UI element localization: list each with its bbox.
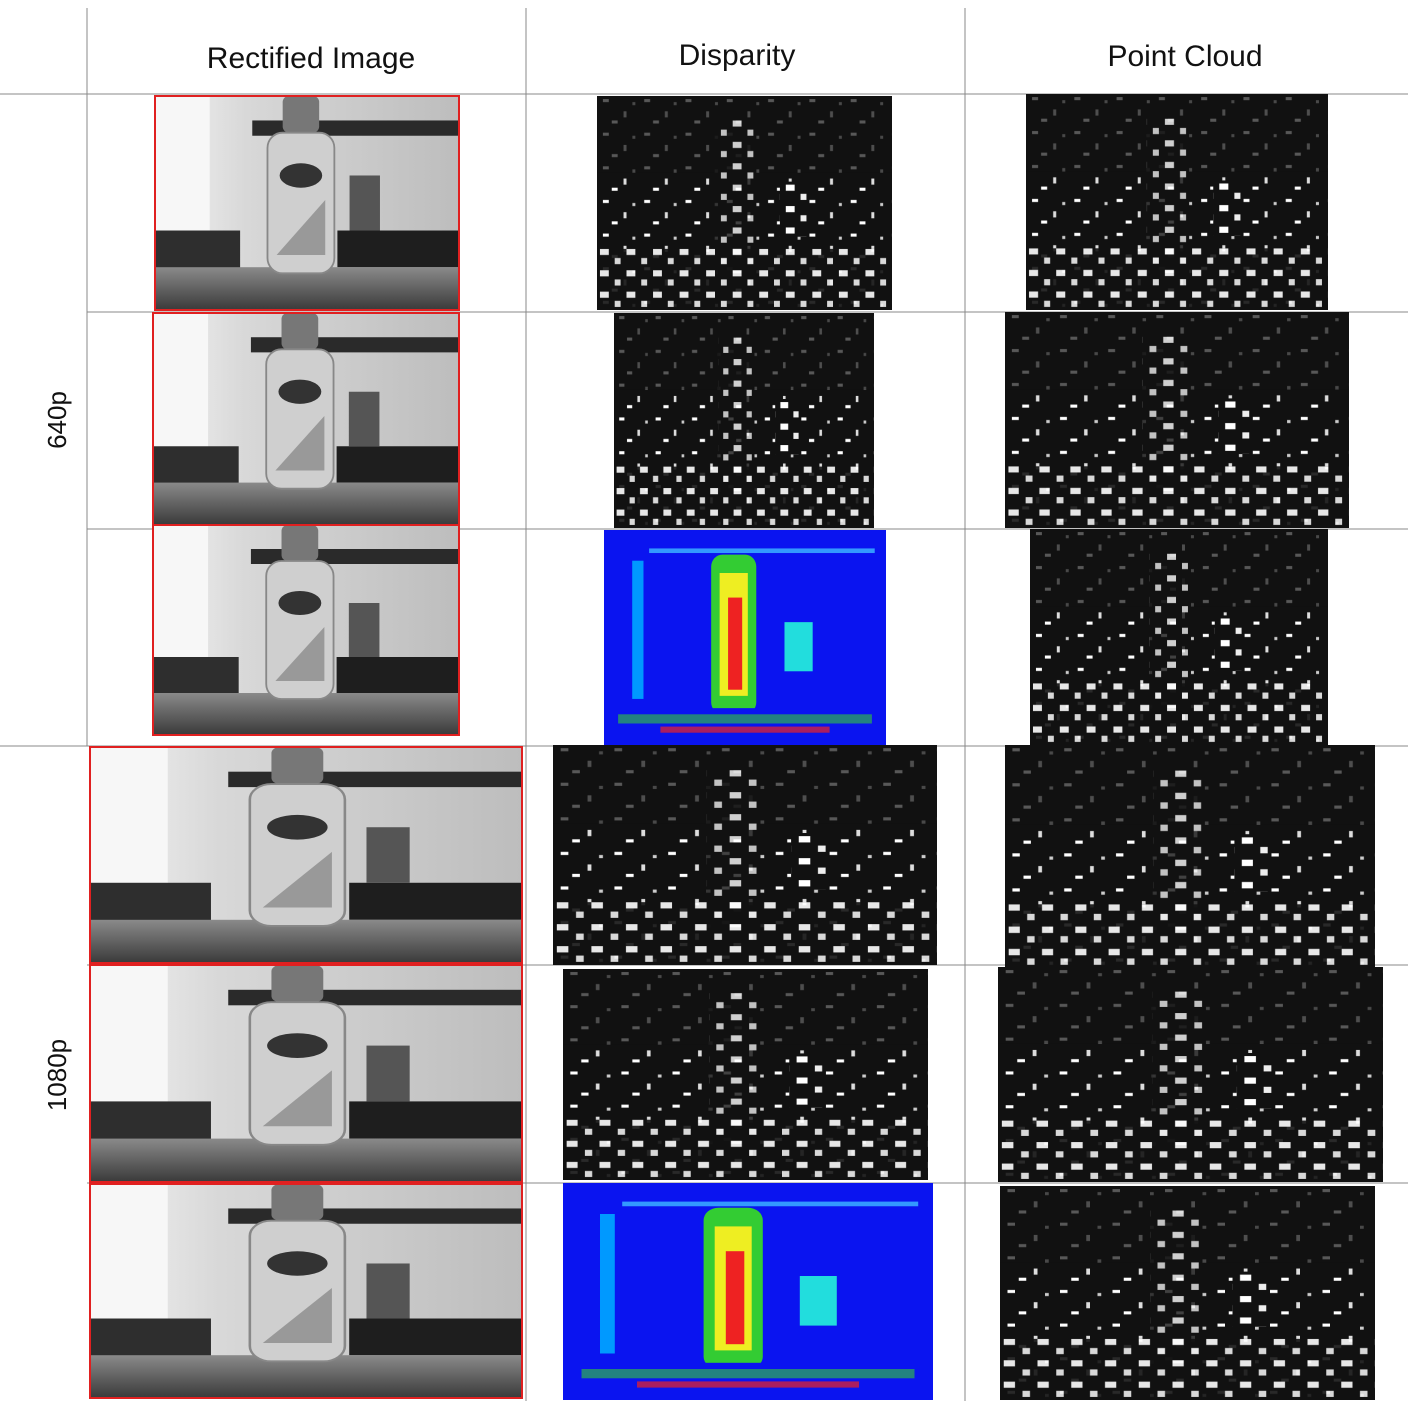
column-header: Point Cloud [1107,40,1262,73]
point-cloud-image [1005,312,1349,528]
image-frame [89,964,523,1183]
point-cloud-image [1005,745,1375,968]
rectified-images [89,95,523,1399]
disparity-image [614,313,874,528]
disparity-image [563,1183,933,1400]
row-group-label: 640p [42,391,72,449]
rectified-image [155,96,459,310]
column-header: Disparity [679,39,796,72]
rectified-image [153,313,459,525]
point-cloud-image [998,967,1383,1182]
disparity-images [553,96,937,1400]
point-cloud-image [1030,529,1328,745]
disparity-image [563,969,928,1180]
disparity-image [604,530,886,745]
image-frame [89,1183,523,1399]
image-frame [152,524,460,736]
rectified-image [90,747,522,963]
point-cloud-images [998,94,1383,1400]
disparity-image [597,96,892,310]
disparity-image [553,745,937,965]
row-group-label: 1080p [42,1039,72,1111]
image-frame [154,95,460,311]
rectified-image [90,965,522,1182]
point-cloud-image [1000,1186,1375,1400]
image-frame [89,746,523,964]
column-header: Rectified Image [207,42,415,75]
rectified-image [153,525,459,735]
rectified-image [90,1184,522,1398]
point-cloud-image [1026,94,1328,310]
